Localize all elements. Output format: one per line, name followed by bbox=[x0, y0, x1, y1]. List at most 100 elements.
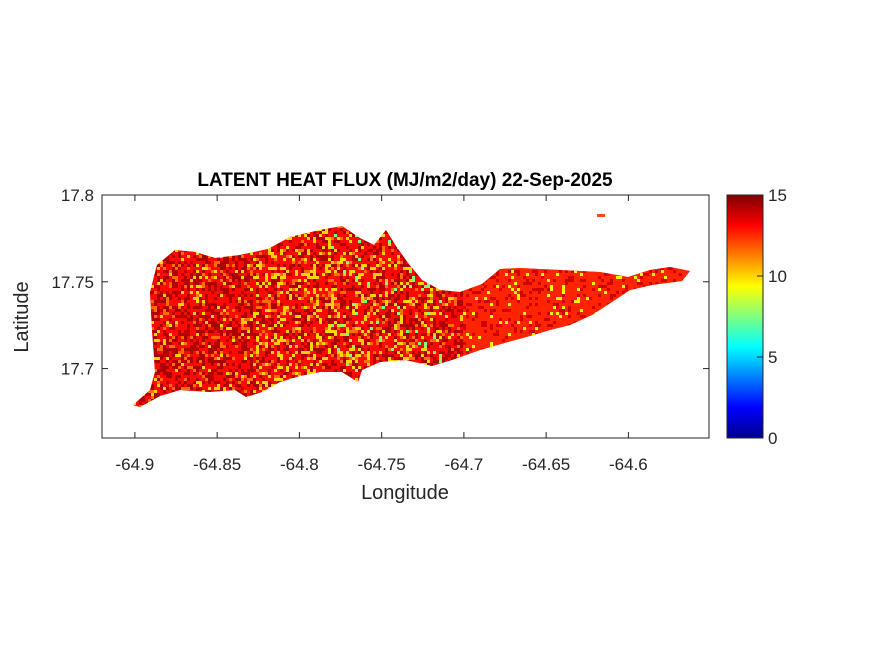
heatmap-cell bbox=[352, 234, 355, 237]
heatmap-cell bbox=[361, 273, 364, 276]
heatmap-cell bbox=[310, 303, 313, 306]
heatmap-cell bbox=[505, 291, 508, 294]
heatmap-cell bbox=[328, 249, 331, 252]
heatmap-cell bbox=[163, 297, 166, 300]
heatmap-cell bbox=[193, 291, 196, 294]
heatmap-cell bbox=[388, 240, 391, 243]
heatmap-cell bbox=[220, 285, 223, 288]
heatmap-cell bbox=[229, 264, 232, 267]
heatmap-cell bbox=[208, 261, 211, 264]
heatmap-cell bbox=[442, 294, 445, 297]
heatmap-cell bbox=[583, 285, 586, 288]
heatmap-cell bbox=[445, 297, 448, 300]
heatmap-cell bbox=[205, 288, 208, 291]
heatmap-cell bbox=[187, 288, 190, 291]
heatmap-cell bbox=[484, 285, 487, 288]
heatmap-cell bbox=[316, 303, 319, 306]
heatmap-cell bbox=[322, 297, 325, 300]
heatmap-cell bbox=[250, 288, 253, 291]
heatmap-cell bbox=[361, 240, 364, 243]
heatmap-cell bbox=[673, 273, 676, 276]
heatmap-cell bbox=[334, 294, 337, 297]
heatmap-cell bbox=[316, 282, 319, 285]
heatmap-cell bbox=[190, 270, 193, 273]
heatmap-cell bbox=[361, 300, 364, 303]
heatmap-cell bbox=[316, 294, 319, 297]
heatmap-cell bbox=[292, 240, 295, 243]
heatmap-cell bbox=[418, 291, 421, 294]
heatmap-cell bbox=[241, 279, 244, 282]
heatmap-cell bbox=[382, 255, 385, 258]
heatmap-cell bbox=[379, 294, 382, 297]
heatmap-cell bbox=[547, 273, 550, 276]
heatmap-cell bbox=[556, 297, 559, 300]
heatmap-cell bbox=[643, 273, 646, 276]
heatmap-cell bbox=[160, 279, 163, 282]
heatmap-cell bbox=[229, 300, 232, 303]
heatmap-cell bbox=[364, 255, 367, 258]
heatmap-cell bbox=[619, 291, 622, 294]
heatmap-cell bbox=[313, 252, 316, 255]
heatmap-cell bbox=[223, 270, 226, 273]
heatmap-cell bbox=[169, 273, 172, 276]
heatmap-cell bbox=[340, 279, 343, 282]
heatmap-cell bbox=[541, 297, 544, 300]
heatmap-cell bbox=[340, 258, 343, 261]
heatmap-cell bbox=[277, 267, 280, 270]
heatmap-cell bbox=[286, 285, 289, 288]
heatmap-cell bbox=[520, 282, 523, 285]
heatmap-cell bbox=[313, 297, 316, 300]
heatmap-cell bbox=[232, 261, 235, 264]
heatmap-cell bbox=[469, 297, 472, 300]
heatmap-cell bbox=[262, 282, 265, 285]
heatmap-cell bbox=[172, 267, 175, 270]
heatmap-cell bbox=[331, 258, 334, 261]
heatmap-cell bbox=[676, 276, 679, 279]
heatmap-cell bbox=[523, 282, 526, 285]
heatmap-cell bbox=[376, 279, 379, 282]
heatmap-cell bbox=[256, 261, 259, 264]
heatmap-cell bbox=[373, 249, 376, 252]
heatmap-cell bbox=[337, 294, 340, 297]
heatmap-cell bbox=[526, 282, 529, 285]
heatmap-cell bbox=[649, 282, 652, 285]
heatmap-cell bbox=[610, 291, 613, 294]
heatmap-cell bbox=[514, 291, 517, 294]
heatmap-cell bbox=[466, 300, 469, 303]
heatmap-cell bbox=[379, 291, 382, 294]
heatmap-cell bbox=[544, 270, 547, 273]
heatmap-cell bbox=[289, 288, 292, 291]
heatmap-cell bbox=[397, 300, 400, 303]
heatmap-cell bbox=[586, 279, 589, 282]
heatmap-cell bbox=[526, 291, 529, 294]
heatmap-cell bbox=[574, 285, 577, 288]
heatmap-cell bbox=[355, 240, 358, 243]
heatmap-cell bbox=[298, 279, 301, 282]
heatmap-cell bbox=[598, 279, 601, 282]
heatmap-cell bbox=[616, 294, 619, 297]
heatmap-cell bbox=[304, 300, 307, 303]
heatmap-cell bbox=[373, 273, 376, 276]
heatmap-cell bbox=[214, 276, 217, 279]
heatmap-cell bbox=[571, 276, 574, 279]
heatmap-cell bbox=[529, 297, 532, 300]
heatmap-cell bbox=[292, 246, 295, 249]
heatmap-cell bbox=[631, 276, 634, 279]
heatmap-cell bbox=[313, 261, 316, 264]
heatmap-cell bbox=[196, 252, 199, 255]
heatmap-cell bbox=[415, 300, 418, 303]
heatmap-cell bbox=[508, 273, 511, 276]
heatmap-cell bbox=[331, 234, 334, 237]
heatmap-cell bbox=[175, 291, 178, 294]
heatmap-cell bbox=[265, 300, 268, 303]
heatmap-cell bbox=[562, 285, 565, 288]
heatmap-cell bbox=[676, 267, 679, 270]
heatmap-cell bbox=[301, 300, 304, 303]
heatmap-cell bbox=[193, 252, 196, 255]
heatmap-cell bbox=[397, 288, 400, 291]
heatmap-cell bbox=[505, 282, 508, 285]
heatmap-cell bbox=[571, 270, 574, 273]
heatmap-cell bbox=[508, 276, 511, 279]
heatmap-cell bbox=[562, 288, 565, 291]
heatmap-cell bbox=[310, 249, 313, 252]
